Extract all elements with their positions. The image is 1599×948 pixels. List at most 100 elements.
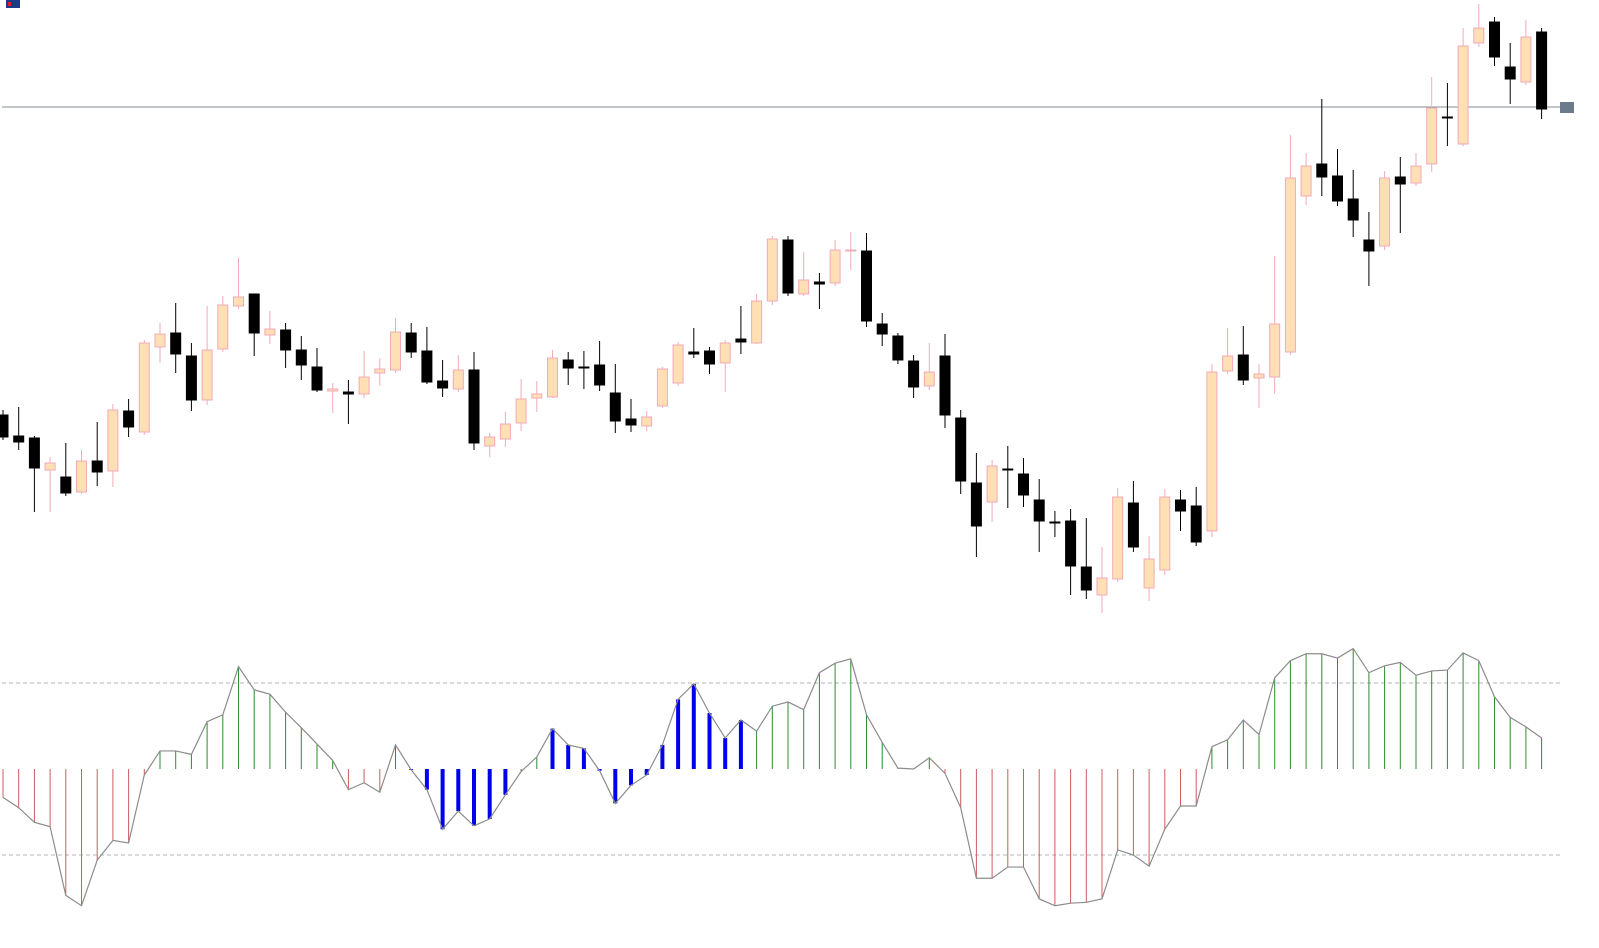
candle-body [892,335,904,361]
candle-body [939,355,951,416]
candle-body [390,331,401,371]
candle-body [719,342,731,364]
candle-body [342,391,354,395]
candle-body [44,462,56,471]
candle-body [1127,502,1139,548]
candle-body [1473,27,1485,44]
candle-body [1536,31,1548,110]
candle-body [1332,175,1343,202]
candle-body [1065,520,1077,567]
candle-body [264,328,276,336]
candle-body [813,281,825,285]
candle-body [861,250,872,322]
candle-body [154,333,166,348]
candle-body [358,376,370,395]
candle-body [766,238,778,302]
candle-body [499,423,511,440]
candle-body [531,393,543,399]
candle-body [845,249,857,252]
candle-body [138,342,150,433]
candle-body [515,398,527,424]
candle-body [0,414,9,438]
candle-body [1489,21,1500,58]
menu-icon[interactable] [6,0,20,8]
candle-body [1347,198,1359,221]
candle-body [782,239,794,294]
candle-body [672,344,684,384]
icon-box [6,0,20,8]
candle-body [1175,499,1186,512]
candle-body [1441,116,1453,119]
candle-body [1269,323,1281,378]
candle-body [248,293,260,334]
candle-body [1379,177,1391,247]
candle-body [1206,371,1218,532]
candle-body [468,369,480,444]
icon-bit [8,2,11,6]
candle-body [656,368,668,407]
candle-body [233,296,244,307]
candle-body [1143,558,1155,589]
candle-body [641,416,653,427]
candle-body [986,465,998,503]
candle-body [1033,499,1045,522]
candle-body [688,351,700,355]
candle-body [798,279,810,295]
price-tag [1560,102,1574,113]
candle-body [185,355,197,401]
candle-body [1222,355,1234,372]
candle-body [876,323,888,335]
candle-body [107,409,119,472]
candle-body [170,332,182,355]
candle-body [1080,566,1092,591]
candle-body [562,359,574,369]
candle-body [421,350,433,383]
candle-body [1284,177,1296,353]
candle-body [13,435,25,443]
candle-body [547,357,558,398]
candle-body [76,460,87,493]
candle-body [484,436,496,447]
candle-body [1190,505,1202,543]
candle-body [374,368,386,374]
candle-body [1300,165,1312,197]
candle-body [923,371,935,387]
candle-body [625,418,637,426]
candle-body [1018,473,1029,496]
candle-body [295,349,307,366]
candle-body [908,360,920,388]
candle-body [452,369,464,390]
candle-body [1112,496,1124,580]
candle-body [1426,107,1438,165]
candle-body [751,300,763,344]
candle-body [829,249,841,284]
candle-body [578,366,590,369]
candle-body [327,388,339,392]
candle-body [1504,66,1516,80]
candle-body [217,304,229,350]
candle-body [123,410,135,428]
candle-body [311,366,323,391]
candle-body [1457,45,1469,145]
candle-body [1002,468,1014,471]
candle-body [201,349,213,401]
candle-body [1253,373,1265,379]
candle-body [1096,577,1108,596]
candle-body [609,392,621,422]
candle-body [28,437,40,469]
candle-body [594,364,606,386]
candle-body [1316,163,1328,178]
candle-body [91,460,103,473]
candle-body [1363,239,1375,252]
candle-body [60,476,72,494]
candle-body [1237,354,1249,381]
candle-body [735,338,747,343]
candle-body [704,350,715,365]
candle-body [1159,496,1171,571]
candle-body [1049,521,1061,524]
candle-body [280,329,292,351]
candle-body [405,332,417,353]
candle-body [437,380,449,389]
